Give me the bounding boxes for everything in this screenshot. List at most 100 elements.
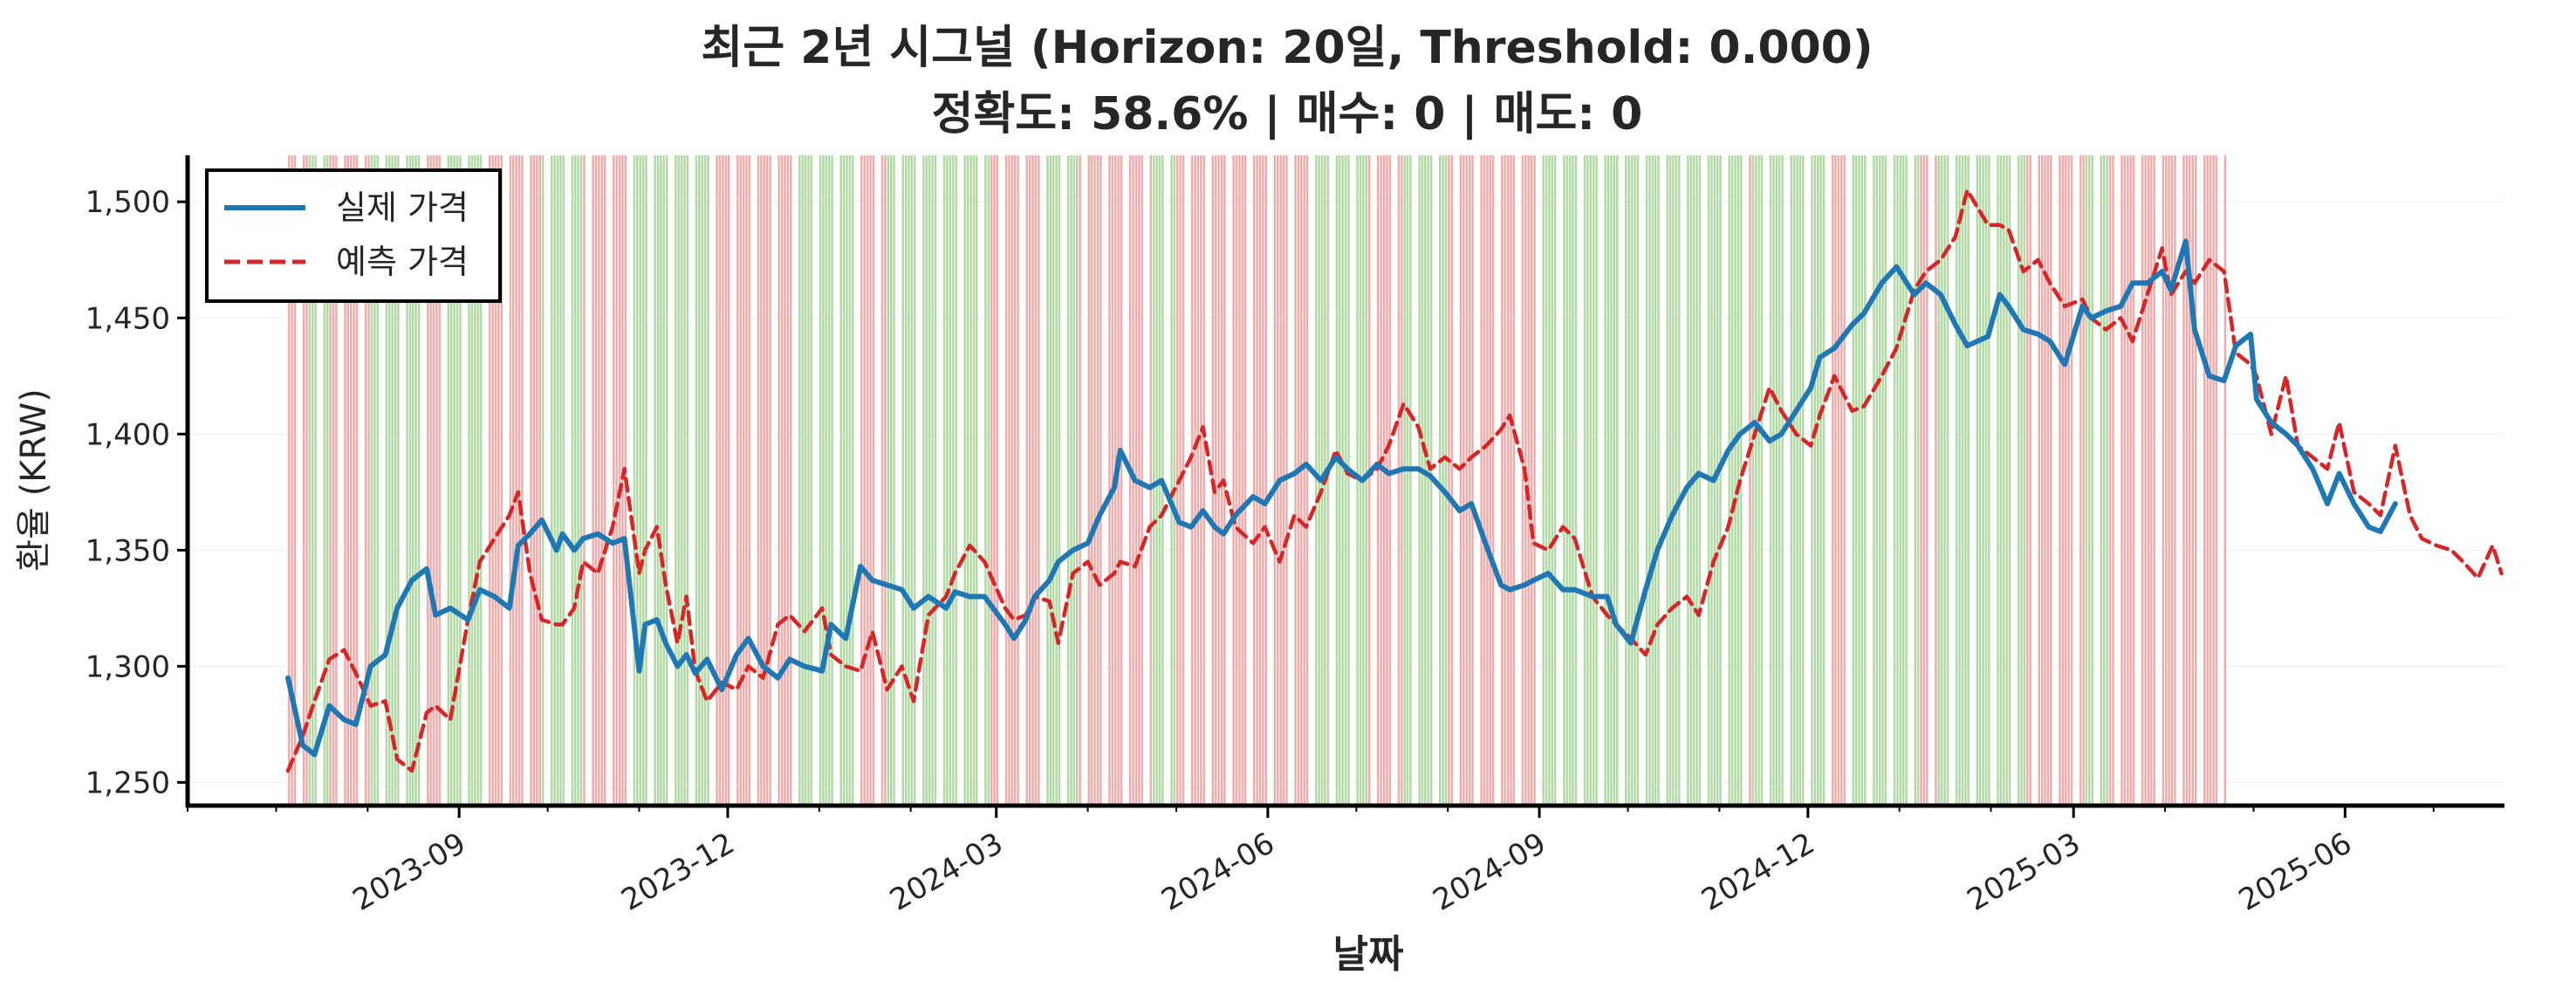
signal-band-down bbox=[1017, 155, 1019, 806]
signal-band-down bbox=[1920, 155, 1922, 806]
signal-band-up bbox=[541, 155, 545, 806]
signal-band-down bbox=[2132, 155, 2135, 806]
signal-band-up bbox=[1946, 155, 1949, 806]
signal-band-down bbox=[1837, 155, 1840, 806]
signal-band-down bbox=[517, 155, 521, 806]
signal-band-up bbox=[1565, 155, 1568, 806]
signal-band-up bbox=[1778, 155, 1781, 806]
signal-band-up bbox=[1813, 155, 1817, 806]
signal-band-down bbox=[1303, 155, 1305, 806]
signal-band-up bbox=[2088, 155, 2091, 806]
signal-band-up bbox=[1769, 155, 1772, 806]
signal-band-down bbox=[1111, 155, 1114, 806]
signal-band-up bbox=[2106, 155, 2108, 806]
signal-band-down bbox=[2050, 155, 2052, 806]
signal-band-up bbox=[574, 155, 577, 806]
signal-band-up bbox=[1881, 155, 1884, 806]
signal-band-up bbox=[579, 155, 583, 806]
signal-band-up bbox=[1568, 155, 1572, 806]
signal-band-down bbox=[346, 155, 350, 806]
signal-band-down bbox=[1367, 155, 1371, 806]
signal-band-down bbox=[1480, 155, 1483, 806]
signal-band-down bbox=[2223, 155, 2227, 806]
signal-band-down bbox=[1149, 155, 1153, 806]
signal-band-up bbox=[1424, 155, 1427, 806]
signal-band-down bbox=[1533, 155, 1536, 806]
signal-band-up bbox=[660, 155, 662, 806]
signal-band-down bbox=[600, 155, 603, 806]
signal-band-up bbox=[1696, 155, 1698, 806]
signal-band-down bbox=[2168, 155, 2170, 806]
signal-band-up bbox=[456, 155, 459, 806]
signal-band-up bbox=[1672, 155, 1675, 806]
signal-band-down bbox=[718, 155, 722, 806]
signal-band-up bbox=[1893, 155, 1896, 806]
signal-band-up bbox=[654, 155, 656, 806]
signal-band-up bbox=[370, 155, 373, 806]
signal-band-up bbox=[1916, 155, 1920, 806]
signal-band-down bbox=[1450, 155, 1454, 806]
signal-band-up bbox=[819, 155, 822, 806]
signal-band-up bbox=[1734, 155, 1737, 806]
signal-band-up bbox=[1365, 155, 1367, 806]
signal-band-up bbox=[1854, 155, 1858, 806]
signal-band-up bbox=[562, 155, 565, 806]
signal-band-up bbox=[2100, 155, 2103, 806]
signal-band-up bbox=[1873, 155, 1875, 806]
signal-band-up bbox=[910, 155, 914, 806]
signal-band-down bbox=[1831, 155, 1834, 806]
signal-band-down bbox=[1448, 155, 1450, 806]
signal-band-up bbox=[1595, 155, 1598, 806]
signal-band-up bbox=[1967, 155, 1970, 806]
signal-band-down bbox=[1491, 155, 1495, 806]
signal-band-up bbox=[1548, 155, 1551, 806]
signal-band-up bbox=[1648, 155, 1651, 806]
legend-label-actual: 실제 가격 bbox=[336, 189, 469, 227]
signal-band-up bbox=[949, 155, 952, 806]
signal-band-up bbox=[831, 155, 833, 806]
signal-band-up bbox=[1076, 155, 1079, 806]
signal-band-down bbox=[2070, 155, 2073, 806]
signal-band-up bbox=[1997, 155, 1999, 806]
signal-band-down bbox=[1034, 155, 1038, 806]
signal-band-up bbox=[1790, 155, 1792, 806]
signal-band-up bbox=[314, 155, 317, 806]
signal-band-up bbox=[1049, 155, 1052, 806]
legend-label-predicted: 예측 가격 bbox=[336, 243, 469, 281]
signal-band-up bbox=[683, 155, 686, 806]
signal-band-up bbox=[388, 155, 391, 806]
signal-band-up bbox=[1775, 155, 1778, 806]
signal-band-up bbox=[1875, 155, 1879, 806]
signal-band-up bbox=[385, 155, 388, 806]
signal-band-up bbox=[636, 155, 639, 806]
signal-band-up bbox=[839, 155, 842, 806]
signal-band-up bbox=[2008, 155, 2011, 806]
signal-band-down bbox=[2153, 155, 2155, 806]
signal-band-down bbox=[2215, 155, 2217, 806]
signal-band-up bbox=[1698, 155, 1702, 806]
signal-band-down bbox=[435, 155, 438, 806]
signal-band-down bbox=[1401, 155, 1403, 806]
signal-band-down bbox=[2170, 155, 2174, 806]
signal-band-up bbox=[1583, 155, 1586, 806]
signal-band-up bbox=[559, 155, 562, 806]
signal-band-down bbox=[2209, 155, 2212, 806]
signal-band-up bbox=[459, 155, 462, 806]
signal-band-up bbox=[698, 155, 701, 806]
signal-band-down bbox=[335, 155, 338, 806]
signal-band-down bbox=[1200, 155, 1202, 806]
signal-band-up bbox=[1170, 155, 1173, 806]
signal-band-down bbox=[2108, 155, 2112, 806]
signal-band-down bbox=[1459, 155, 1463, 806]
signal-band-down bbox=[353, 155, 355, 806]
signal-band-down bbox=[2082, 155, 2085, 806]
signal-band-up bbox=[848, 155, 852, 806]
y-tick-label: 1,300 bbox=[86, 649, 170, 684]
signal-band-down bbox=[2141, 155, 2144, 806]
signal-band-up bbox=[1657, 155, 1660, 806]
signal-band-down bbox=[2212, 155, 2215, 806]
signal-band-down bbox=[1196, 155, 1200, 806]
signal-band-up bbox=[1630, 155, 1634, 806]
signal-band-down bbox=[1004, 155, 1008, 806]
signal-band-down bbox=[727, 155, 730, 806]
